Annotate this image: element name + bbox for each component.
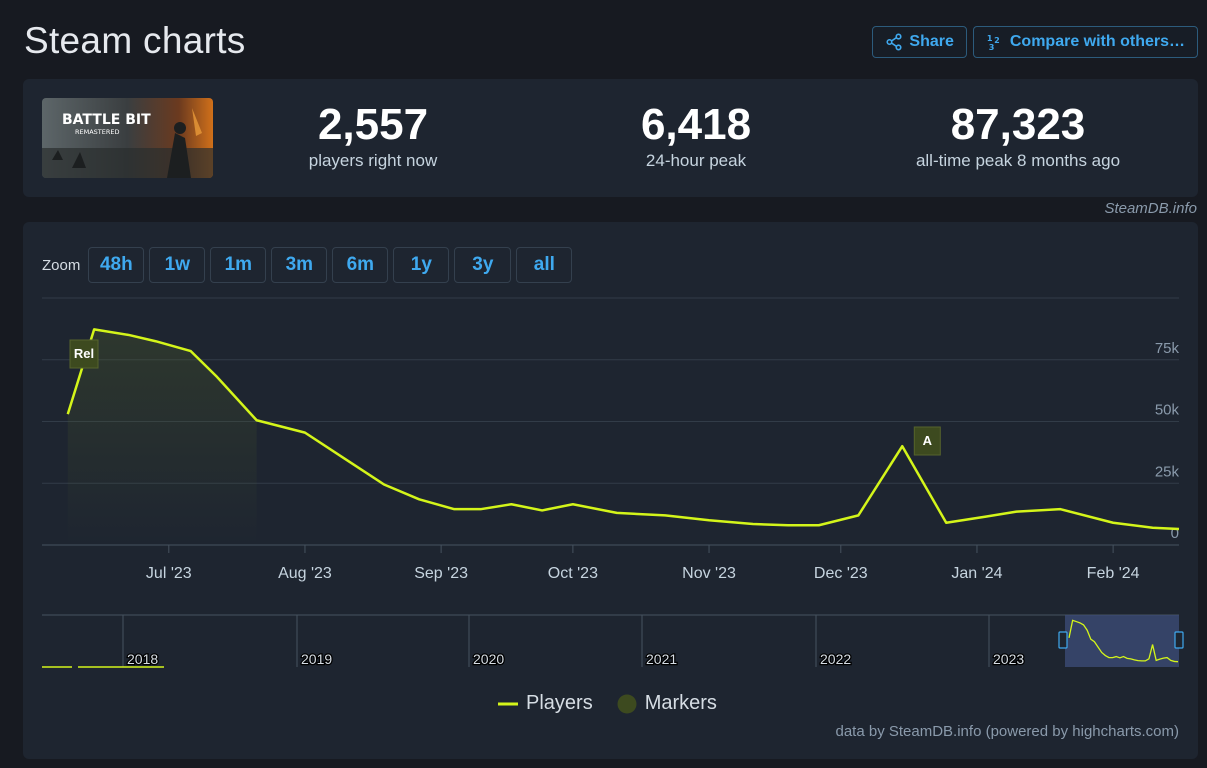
y-tick-label: 50k <box>1155 402 1180 419</box>
numbers-icon: 1 2 3 <box>987 33 1000 51</box>
stat-value: 87,323 <box>950 100 1086 149</box>
stat-label: 24-hour peak <box>645 151 747 170</box>
zoom-3y-button[interactable]: 3y <box>454 247 512 283</box>
game-thumbnail[interactable]: BATTLE BIT REMASTERED <box>42 98 213 178</box>
stat-current-players: 2,557 players right now <box>273 99 473 171</box>
line-swatch-icon <box>498 702 518 705</box>
top-actions: Share 1 2 3 Compare with others… <box>872 26 1198 58</box>
x-tick-label: Dec '23 <box>814 565 868 582</box>
page-title: Steam charts <box>24 20 246 61</box>
x-tick-label: Oct '23 <box>548 565 598 582</box>
circle-swatch-icon <box>617 694 637 713</box>
x-tick-label: Aug '23 <box>278 565 332 582</box>
y-tick-label: 75k <box>1155 340 1180 357</box>
compare-button[interactable]: 1 2 3 Compare with others… <box>972 26 1198 58</box>
legend-players-label: Players <box>526 692 593 714</box>
chart-panel: 0 25k 50k 75k Jul '23 Aug '23 Sep '23 Oct '23 No… <box>23 222 1198 759</box>
marker-label: Rel <box>74 346 94 361</box>
navigator-year-label: 2020 <box>473 651 504 667</box>
legend-players[interactable]: Players <box>498 692 593 715</box>
logo-subtitle: REMASTERED <box>75 128 120 136</box>
stat-all-time-peak: 87,323 all-time peak 8 months ago <box>883 99 1153 171</box>
zoom-1w-button[interactable]: 1w <box>149 247 206 283</box>
steamdb-credit[interactable]: SteamDB.info <box>1104 200 1197 217</box>
x-tick-label: Jan '24 <box>951 565 1002 582</box>
player-chart[interactable]: 0 25k 50k 75k Jul '23 Aug '23 Sep '23 Oct '23 No… <box>23 222 1198 759</box>
highcharts-credit[interactable]: data by SteamDB.info (powered by highcha… <box>835 723 1180 740</box>
navigator-year-label: 2018 <box>127 651 158 667</box>
x-tick-label: Feb '24 <box>1087 565 1140 582</box>
game-cover-art: BATTLE BIT REMASTERED <box>42 98 213 178</box>
navigator-year-label: 2019 <box>301 651 332 667</box>
zoom-6m-button[interactable]: 6m <box>332 247 389 283</box>
stat-value: 2,557 <box>317 100 429 149</box>
marker-flag[interactable] <box>69 339 99 369</box>
stat-label: players right now <box>308 151 438 170</box>
x-tick-label: Nov '23 <box>682 565 736 582</box>
svg-text:1: 1 <box>987 33 993 43</box>
players-area <box>67 329 257 545</box>
navigator-series-line <box>1068 619 1179 663</box>
zoom-3m-button[interactable]: 3m <box>271 247 328 283</box>
navigator-handle[interactable] <box>1174 631 1184 649</box>
zoom-all-button[interactable]: all <box>516 247 573 283</box>
x-tick-label: Jul '23 <box>146 565 192 582</box>
navigator-year-label: 2022 <box>820 651 851 667</box>
y-tick-label: 0 <box>1171 525 1179 542</box>
stats-panel: BATTLE BIT REMASTERED 2,557 players righ… <box>23 79 1198 197</box>
zoom-controls: Zoom 48h 1w 1m 3m 6m 1y 3y all <box>42 247 573 283</box>
stat-value: 6,418 <box>640 100 752 149</box>
marker-flag[interactable] <box>913 426 941 456</box>
x-tick-label: Sep '23 <box>414 565 468 582</box>
compare-label: Compare with others… <box>1009 33 1185 50</box>
navigator-year-label: 2023 <box>993 651 1024 667</box>
zoom-label: Zoom <box>42 256 81 274</box>
svg-text:2: 2 <box>994 35 1000 45</box>
zoom-1m-button[interactable]: 1m <box>210 247 267 283</box>
legend-markers-label: Markers <box>644 692 717 714</box>
zoom-48h-button[interactable]: 48h <box>88 247 145 283</box>
stat-24h-peak: 6,418 24-hour peak <box>596 99 796 171</box>
marker-label: A <box>923 433 933 448</box>
y-tick-label: 25k <box>1155 463 1180 480</box>
share-icon <box>886 33 902 51</box>
svg-text:3: 3 <box>989 42 995 51</box>
navigator-handle[interactable] <box>1058 631 1068 649</box>
chart-legend: Players Markers <box>498 692 717 715</box>
navigator-selected-range[interactable] <box>1065 615 1179 667</box>
stat-label: all-time peak 8 months ago <box>915 151 1121 170</box>
navigator-year-label: 2021 <box>646 651 677 667</box>
legend-markers[interactable]: Markers <box>617 692 717 715</box>
share-label: Share <box>909 33 954 50</box>
share-button[interactable]: Share <box>872 26 967 58</box>
zoom-1y-button[interactable]: 1y <box>393 247 450 283</box>
logo-title: BATTLE BIT <box>62 112 151 128</box>
